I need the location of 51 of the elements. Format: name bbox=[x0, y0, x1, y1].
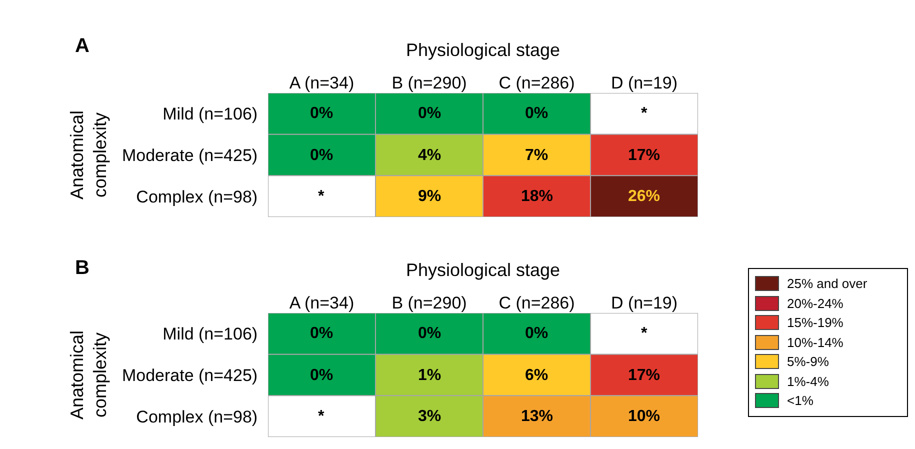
data-label: 17% bbox=[628, 367, 660, 384]
text: B bbox=[75, 257, 90, 279]
data-label: 9% bbox=[418, 188, 442, 205]
data-label: 18% bbox=[521, 188, 554, 205]
y-tick-label: Complex (n=98) bbox=[136, 187, 258, 206]
data-label: 0% bbox=[525, 105, 548, 122]
category-label: 10%-14% bbox=[787, 334, 844, 350]
data-label: 3% bbox=[418, 408, 442, 425]
text: * bbox=[318, 408, 324, 425]
text: * bbox=[318, 188, 324, 205]
y-tick-label: Mild (n=106) bbox=[162, 324, 258, 344]
data-label: 4% bbox=[418, 147, 442, 164]
data-label: 1% bbox=[418, 367, 442, 384]
y-tick-label: Moderate (n=425) bbox=[122, 366, 258, 385]
x-tick-label: A (n=34) bbox=[289, 294, 354, 313]
x-tick-label: C (n=286) bbox=[498, 294, 575, 313]
data-label: 0% bbox=[418, 105, 442, 122]
category-label: 5%-9% bbox=[787, 354, 829, 370]
data-label: 0% bbox=[310, 147, 334, 164]
x-tick-label: B (n=290) bbox=[392, 74, 467, 93]
text: A bbox=[75, 35, 90, 57]
y-tick-label: Complex (n=98) bbox=[136, 407, 258, 426]
data-label: 0% bbox=[310, 325, 334, 342]
category-label: <1% bbox=[787, 393, 814, 408]
data-label: 26% bbox=[628, 188, 660, 205]
x-tick-label: A (n=34) bbox=[289, 74, 354, 93]
x-tick-label: C (n=286) bbox=[498, 74, 575, 93]
category-label: 20%-24% bbox=[787, 296, 844, 311]
data-label: 17% bbox=[628, 147, 660, 164]
y-tick-label: Mild (n=106) bbox=[162, 104, 258, 124]
category-label: 25% and over bbox=[787, 276, 868, 292]
x-tick-label: D (n=19) bbox=[610, 294, 678, 313]
y-tick-label: Moderate (n=425) bbox=[122, 146, 258, 165]
x-axis-title: Physiological stage bbox=[406, 40, 560, 60]
text: * bbox=[641, 105, 648, 122]
data-label: 10% bbox=[628, 408, 660, 425]
data-label: 13% bbox=[521, 408, 554, 425]
category-label: 15%-19% bbox=[787, 315, 844, 330]
data-label: 0% bbox=[310, 367, 334, 384]
data-label: 6% bbox=[525, 367, 548, 384]
data-label: 7% bbox=[525, 147, 548, 164]
category-label: 1%-4% bbox=[787, 374, 829, 389]
text: * bbox=[641, 325, 648, 342]
y-axis-title: Anatomical complexity bbox=[66, 110, 110, 200]
data-label: 0% bbox=[418, 325, 442, 342]
x-tick-label: D (n=19) bbox=[610, 74, 678, 93]
data-label: 0% bbox=[310, 105, 334, 122]
x-tick-label: B (n=290) bbox=[392, 294, 467, 313]
data-label: 0% bbox=[525, 325, 548, 342]
y-axis-title: Anatomical complexity bbox=[66, 330, 110, 420]
x-axis-title: Physiological stage bbox=[406, 260, 560, 280]
